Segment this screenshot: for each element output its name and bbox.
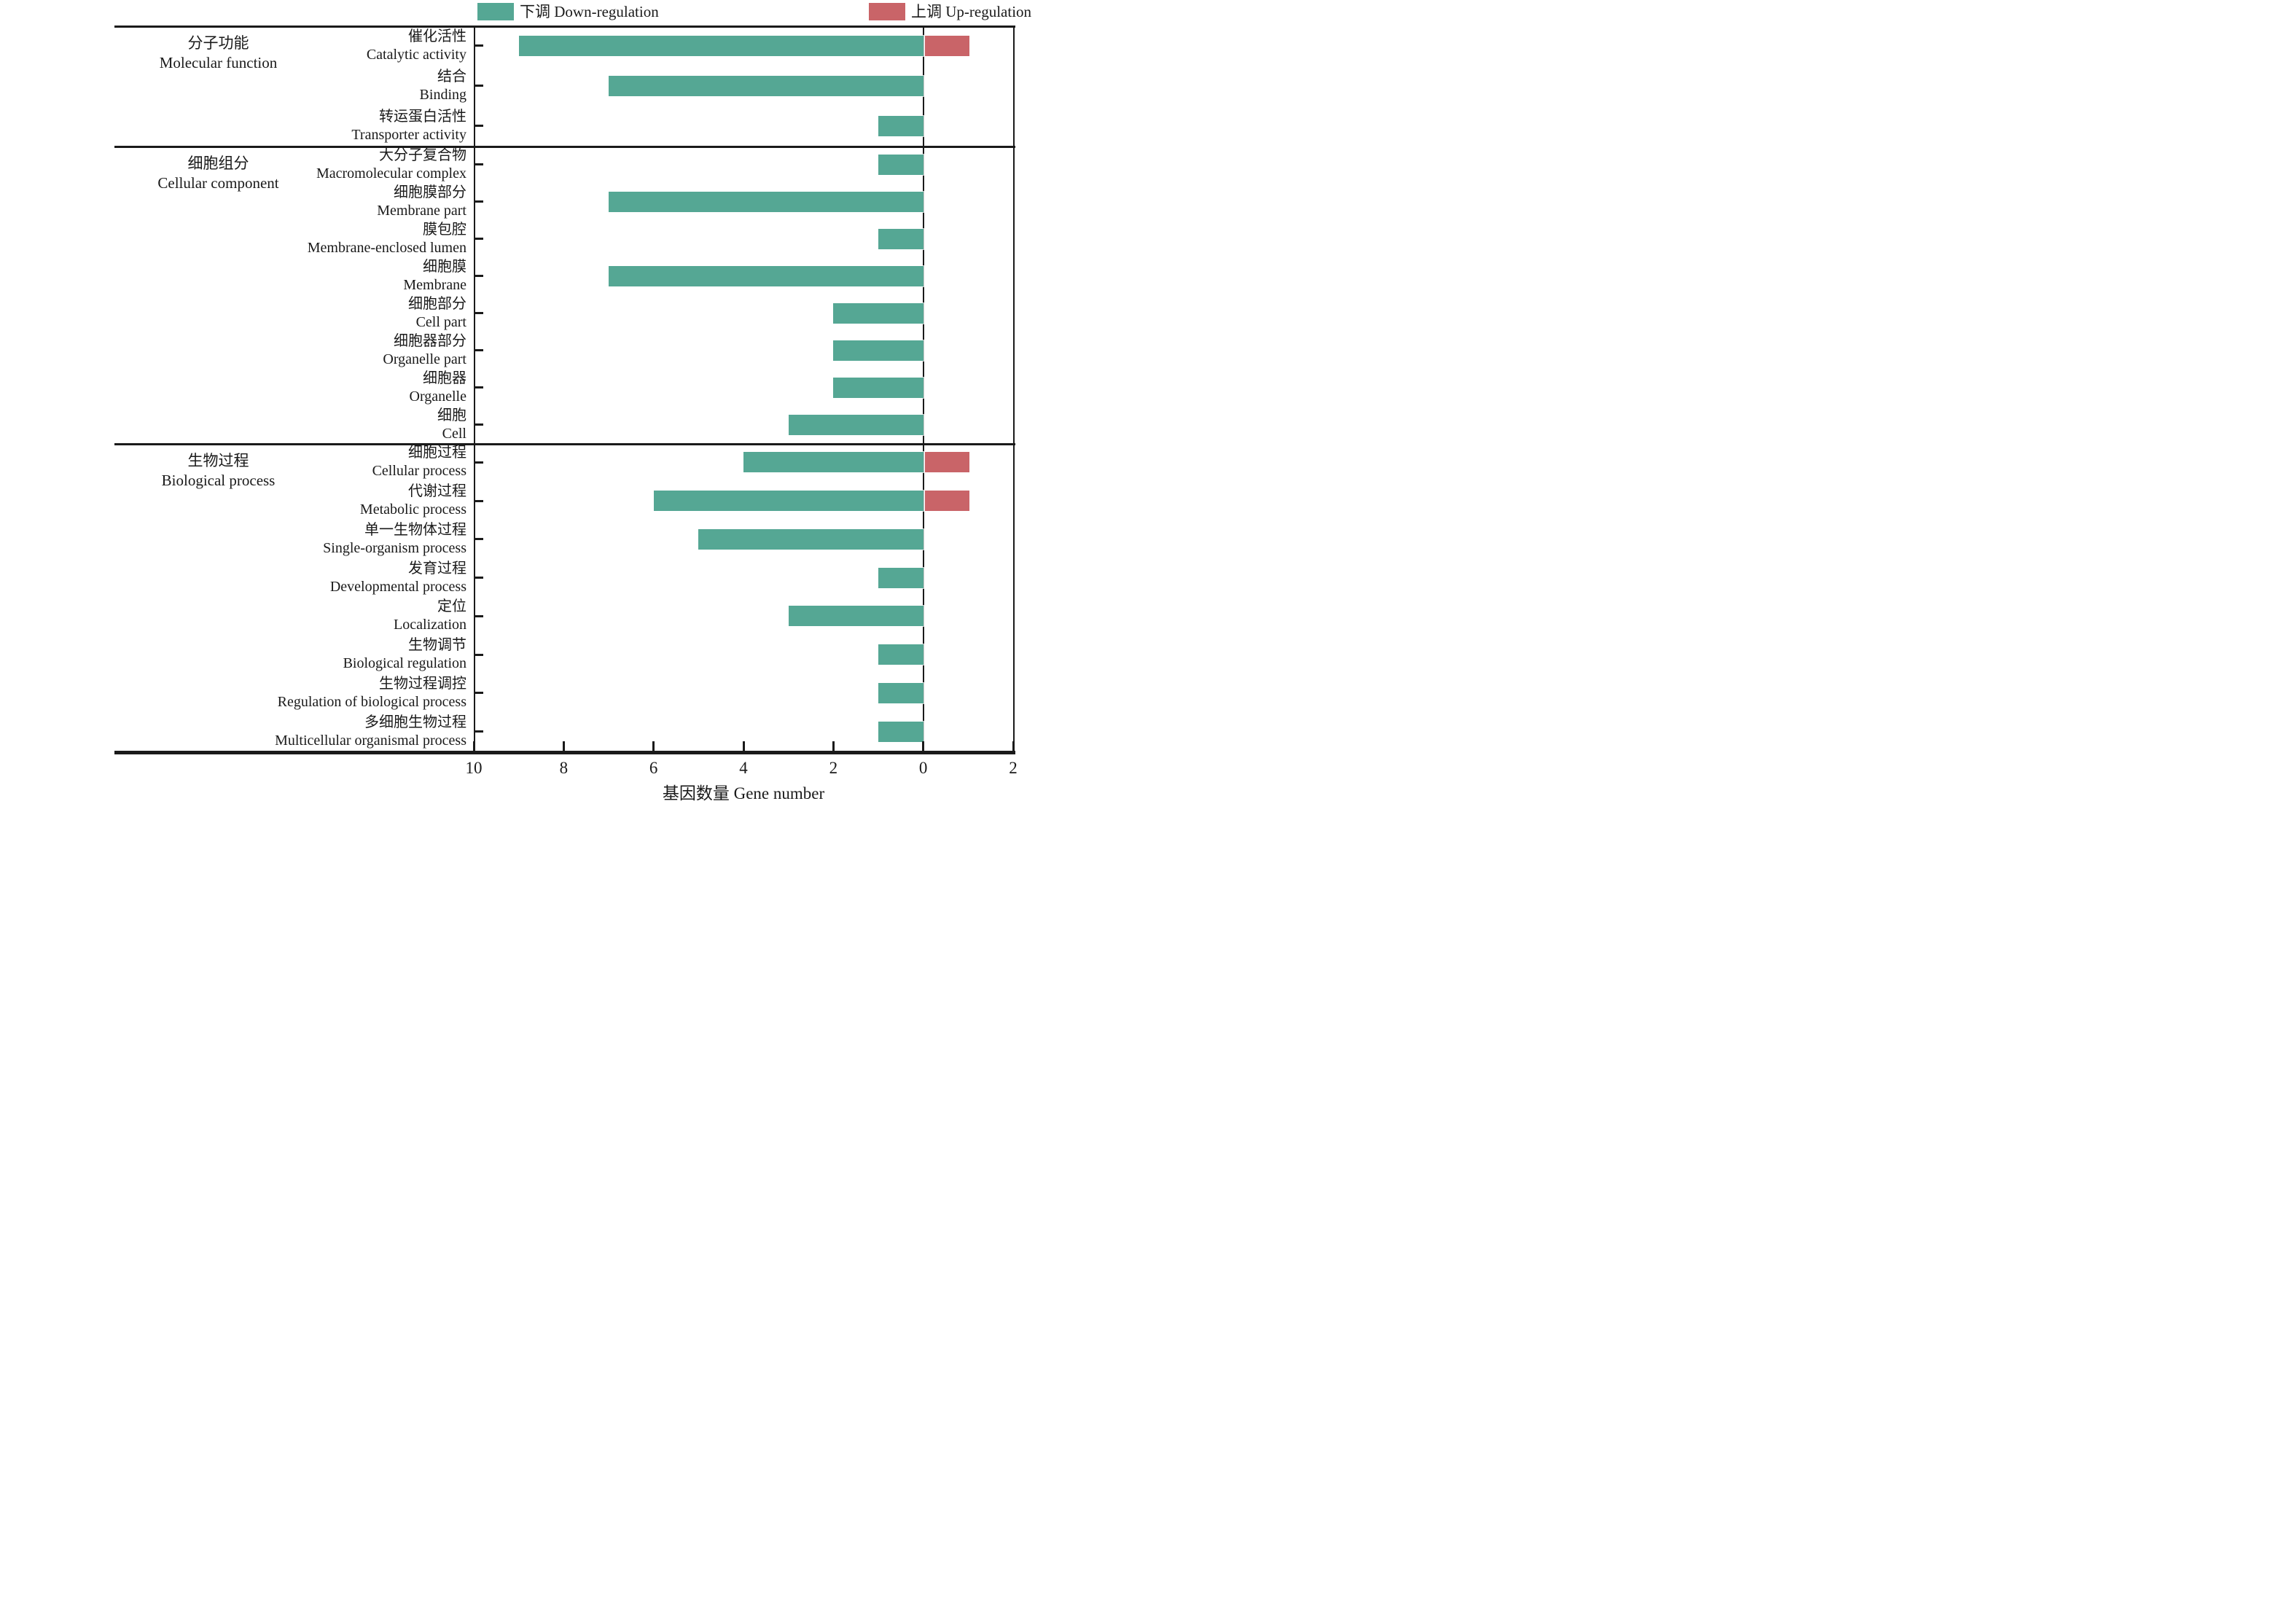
x-axis-tick-label: 0 bbox=[918, 759, 928, 777]
y-axis-tick bbox=[474, 461, 483, 464]
bar-row-label: 结合 Binding bbox=[419, 68, 466, 103]
y-axis-tick bbox=[474, 423, 483, 426]
x-axis-title: 基因数量 Gene number bbox=[662, 784, 825, 802]
y-axis-tick bbox=[474, 85, 483, 87]
down-regulation-bar bbox=[609, 265, 924, 286]
y-axis-tick bbox=[474, 730, 483, 733]
bar-row-label: 细胞 Cell bbox=[437, 407, 466, 442]
y-axis-tick bbox=[474, 577, 483, 579]
bar-row-label: 转运蛋白活性 Transporter activity bbox=[351, 108, 466, 143]
bar-row-label: 膜包腔 Membrane-enclosed lumen bbox=[307, 221, 466, 256]
down-regulation-bar bbox=[653, 491, 924, 512]
y-axis-tick bbox=[474, 163, 483, 165]
y-axis-tick bbox=[474, 349, 483, 351]
y-axis-tick bbox=[474, 614, 483, 617]
x-axis-tick bbox=[562, 741, 565, 751]
down-regulation-swatch bbox=[477, 3, 514, 20]
x-axis-tick bbox=[652, 741, 655, 751]
y-axis-tick bbox=[474, 275, 483, 277]
frame-top-line bbox=[114, 26, 1015, 28]
y-axis-tick bbox=[474, 386, 483, 388]
up-regulation-bar bbox=[924, 35, 970, 56]
x-axis-tick-label: 10 bbox=[465, 759, 483, 777]
bar-row-label: 生物过程调控 Regulation of biological process bbox=[277, 675, 466, 710]
legend-down: 下调 Down-regulation bbox=[477, 3, 696, 20]
down-regulation-bar bbox=[788, 606, 924, 627]
group-separator-2 bbox=[114, 443, 1015, 445]
down-regulation-bar bbox=[878, 721, 924, 742]
down-regulation-bar bbox=[833, 340, 924, 361]
y-axis-tick bbox=[474, 312, 483, 314]
x-axis-tick-label: 2 bbox=[829, 759, 838, 777]
y-axis-tick bbox=[474, 538, 483, 541]
y-axis-tick bbox=[474, 125, 483, 127]
bar-row-label: 代谢过程 Metabolic process bbox=[359, 483, 466, 518]
down-regulation-bar bbox=[833, 302, 924, 324]
y-axis-tick bbox=[474, 200, 483, 203]
group-label: 细胞组分 Cellular component bbox=[157, 155, 279, 192]
bar-row-label: 细胞器 Organelle bbox=[409, 370, 467, 405]
y-axis-tick bbox=[474, 499, 483, 502]
down-regulation-bar bbox=[878, 682, 924, 703]
y-axis-tick bbox=[474, 238, 483, 240]
bar-row-label: 催化活性 Catalytic activity bbox=[366, 28, 466, 63]
bar-row-label: 定位 Localization bbox=[394, 598, 466, 633]
legend-up: 上调 Up-regulation bbox=[869, 3, 1088, 20]
group-label: 生物过程 Biological process bbox=[161, 452, 276, 489]
x-axis-tick bbox=[1012, 741, 1015, 751]
x-axis-tick bbox=[832, 741, 835, 751]
group-label: 分子功能 Molecular function bbox=[159, 34, 278, 71]
down-regulation-bar bbox=[878, 115, 924, 136]
x-axis-tick-label: 4 bbox=[739, 759, 748, 777]
y-axis-line bbox=[474, 26, 475, 752]
zero-line bbox=[923, 26, 924, 752]
down-regulation-bar bbox=[698, 528, 924, 550]
bar-row-label: 细胞器部分 Organelle part bbox=[383, 332, 466, 367]
bar-row-label: 细胞部分 Cell part bbox=[408, 295, 466, 330]
bar-row-label: 大分子复合物 Macromolecular complex bbox=[316, 147, 466, 181]
y-axis-tick bbox=[474, 692, 483, 695]
down-regulation-bar bbox=[878, 567, 924, 588]
down-regulation-bar bbox=[518, 35, 924, 56]
x-axis-tick-label: 8 bbox=[559, 759, 569, 777]
down-regulation-bar bbox=[878, 228, 924, 249]
down-regulation-bar bbox=[833, 377, 924, 398]
frame-right-line bbox=[1013, 26, 1015, 752]
bar-row-label: 多细胞生物过程 Multicellular organismal process bbox=[275, 714, 466, 749]
up-regulation-bar bbox=[924, 452, 970, 473]
down-regulation-bar bbox=[878, 644, 924, 665]
x-axis-line bbox=[114, 751, 1015, 754]
go-annotation-chart: 下调 Down-regulation 上调 Up-regulation 分子功能… bbox=[0, 0, 1148, 802]
down-regulation-bar bbox=[609, 75, 924, 96]
bar-row-label: 细胞膜 Membrane bbox=[403, 258, 466, 293]
x-axis-tick bbox=[472, 741, 475, 751]
bar-row-label: 生物调节 Biological regulation bbox=[343, 637, 466, 672]
down-regulation-bar bbox=[878, 154, 924, 175]
x-axis-tick-label: 6 bbox=[649, 759, 658, 777]
up-regulation-swatch bbox=[869, 3, 905, 20]
group-separator-1 bbox=[114, 146, 1015, 148]
bar-row-label: 细胞过程 Cellular process bbox=[372, 445, 466, 480]
y-axis-tick bbox=[474, 653, 483, 656]
down-regulation-bar bbox=[788, 414, 924, 435]
legend-up-label: 上调 Up-regulation bbox=[911, 3, 1032, 20]
legend-down-label: 下调 Down-regulation bbox=[520, 3, 659, 20]
down-regulation-bar bbox=[743, 452, 924, 473]
bar-row-label: 发育过程 Developmental process bbox=[329, 560, 466, 595]
y-axis-tick bbox=[474, 44, 483, 47]
down-regulation-bar bbox=[609, 191, 924, 212]
bar-row-label: 细胞膜部分 Membrane part bbox=[377, 184, 466, 219]
bar-row-label: 单一生物体过程 Single-organism process bbox=[323, 521, 466, 556]
x-axis-tick-label: 2 bbox=[1009, 759, 1018, 777]
up-regulation-bar bbox=[924, 491, 970, 512]
x-axis-tick bbox=[742, 741, 745, 751]
x-axis-tick bbox=[922, 741, 925, 751]
